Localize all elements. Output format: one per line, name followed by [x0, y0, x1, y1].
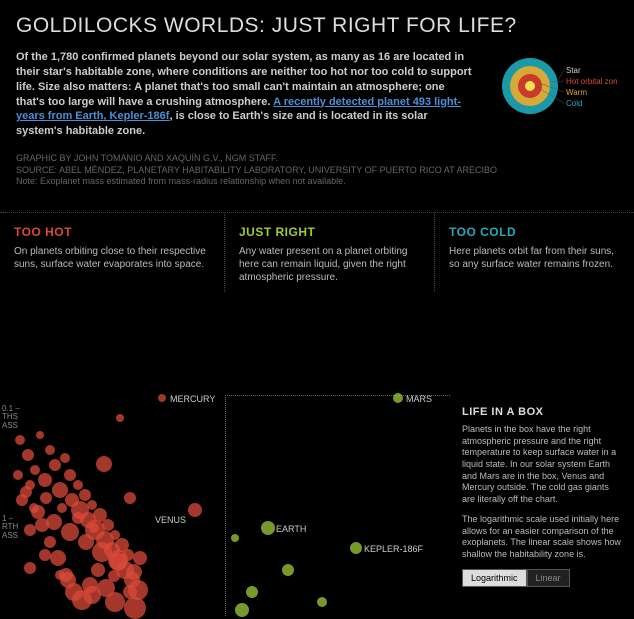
exoplanet-dot[interactable] [317, 597, 327, 607]
exoplanet-dot[interactable] [124, 492, 136, 504]
sidebar-title: LIFE IN A BOX [462, 406, 622, 418]
planet-mercury[interactable] [158, 394, 166, 402]
planet-kepler-186f[interactable] [350, 542, 362, 554]
exoplanet-dot[interactable] [38, 473, 52, 487]
exoplanet-dot[interactable] [35, 518, 49, 532]
legend-label-hot-orbital-zon: Hot orbital zon [566, 77, 618, 86]
zone-cold: TOO COLD Here planets orbit far from the… [435, 213, 634, 292]
exoplanet-dot[interactable] [133, 551, 147, 565]
exoplanet-dot[interactable] [102, 519, 114, 531]
zone-cold-title: TOO COLD [449, 225, 620, 239]
credit-note: Note: Exoplanet mass estimated from mass… [16, 176, 618, 188]
zone-hot-text: On planets orbiting close to their respe… [14, 245, 210, 271]
exoplanet-dot[interactable] [36, 431, 44, 439]
exoplanet-dot[interactable] [30, 465, 40, 475]
zone-hot-title: TOO HOT [14, 225, 210, 239]
zone-legend-diagram: Star Hot orbital zon Warm Cold [488, 50, 618, 139]
exoplanet-dot[interactable] [24, 562, 36, 574]
exoplanet-dot[interactable] [231, 534, 239, 542]
exoplanet-dot[interactable] [235, 603, 249, 617]
exoplanet-dot[interactable] [72, 512, 84, 524]
credit-graphic: GRAPHIC BY JOHN TOMANIO AND XAQUÍN G.V.,… [16, 153, 618, 165]
scale-log-button[interactable]: Logarithmic [462, 569, 527, 587]
exoplanet-dot[interactable] [61, 523, 79, 541]
exoplanet-dot[interactable] [29, 503, 39, 513]
exoplanet-dot[interactable] [73, 480, 83, 490]
exoplanet-dot[interactable] [44, 536, 56, 548]
exoplanet-dot[interactable] [72, 590, 92, 610]
page-title: GOLDILOCKS WORLDS: JUST RIGHT FOR LIFE? [16, 14, 618, 38]
exoplanet-dot[interactable] [126, 564, 142, 580]
planet-venus[interactable] [188, 503, 202, 517]
exoplanet-dot[interactable] [64, 469, 76, 481]
scale-toggle: Logarithmic Linear [462, 569, 622, 587]
exoplanet-dot[interactable] [91, 563, 105, 577]
habitable-zone-box [225, 395, 450, 616]
zone-cold-text: Here planets orbit far from their suns, … [449, 245, 620, 271]
legend-label-star: Star [566, 66, 581, 75]
sidebar-p1: Planets in the box have the right atmosp… [462, 424, 622, 506]
zone-right-title: JUST RIGHT [239, 225, 420, 239]
scale-linear-button[interactable]: Linear [527, 569, 570, 587]
planet-label-mercury: MERCURY [170, 394, 215, 404]
exoplanet-dot[interactable] [96, 456, 112, 472]
exoplanet-dot[interactable] [50, 550, 66, 566]
exoplanet-dot[interactable] [108, 570, 120, 582]
exoplanet-dot[interactable] [123, 585, 137, 599]
legend-label-cold: Cold [566, 99, 582, 108]
exoplanet-dot[interactable] [49, 459, 61, 471]
exoplanet-dot[interactable] [40, 492, 52, 504]
exoplanet-dot[interactable] [246, 586, 258, 598]
planet-label-venus: VENUS [155, 515, 186, 525]
planet-mars[interactable] [393, 393, 403, 403]
exoplanet-dot[interactable] [109, 553, 127, 571]
exoplanet-dot[interactable] [45, 445, 55, 455]
exoplanet-dot[interactable] [13, 470, 23, 480]
planet-label-mars: MARS [406, 394, 432, 404]
planet-label-kepler-186f: KEPLER-186F [364, 544, 423, 554]
sidebar-life-in-box: LIFE IN A BOX Planets in the box have th… [450, 398, 634, 595]
zone-hot: TOO HOT On planets orbiting close to the… [0, 213, 225, 292]
sidebar-p2: The logarithmic scale used initially her… [462, 514, 622, 561]
exoplanet-dot[interactable] [282, 564, 294, 576]
zone-right-text: Any water present on a planet orbiting h… [239, 245, 420, 284]
exoplanet-dot[interactable] [79, 489, 91, 501]
exoplanet-dot[interactable] [60, 453, 70, 463]
exoplanet-dot[interactable] [82, 577, 98, 593]
exoplanet-dot[interactable] [20, 486, 32, 498]
exoplanet-dot[interactable] [116, 414, 124, 422]
legend-label-warm: Warm [566, 88, 587, 97]
y-tick: 0.1 – THS ASS [2, 405, 32, 430]
credits-block: GRAPHIC BY JOHN TOMANIO AND XAQUÍN G.V.,… [16, 153, 618, 188]
zone-right: JUST RIGHT Any water present on a planet… [225, 213, 435, 292]
planet-earth[interactable] [261, 521, 275, 535]
exoplanet-dot[interactable] [15, 435, 25, 445]
credit-source: SOURCE: ABEL MÉNDEZ, PLANETARY HABITABIL… [16, 165, 618, 177]
zone-headers: TOO HOT On planets orbiting close to the… [0, 212, 634, 292]
exoplanet-dot[interactable] [89, 523, 99, 533]
exoplanet-dot[interactable] [22, 449, 34, 461]
intro-paragraph: Of the 1,780 confirmed planets beyond ou… [16, 50, 472, 139]
planet-label-earth: EARTH [276, 524, 306, 534]
exoplanet-dot[interactable] [57, 503, 67, 513]
exoplanet-dot[interactable] [78, 534, 94, 550]
exoplanet-dot[interactable] [59, 568, 73, 582]
